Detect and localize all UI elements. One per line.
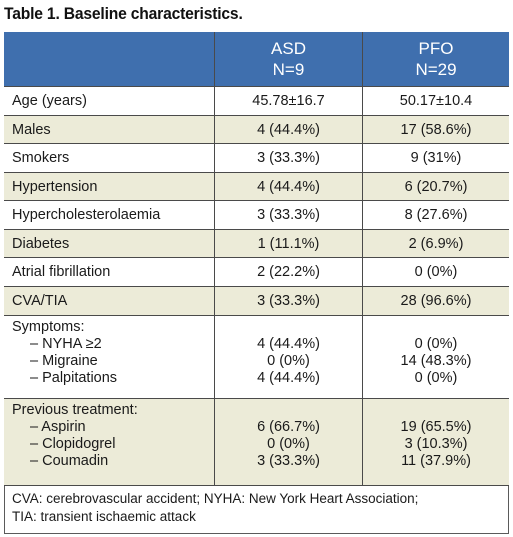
- table-row: Atrial fibrillation 2 (22.2%) 0 (0%): [4, 258, 509, 287]
- table-row: Hypercholesterolaemia 3 (33.3%) 8 (27.6%…: [4, 201, 509, 230]
- asd-value: 3 (33.3%): [214, 287, 362, 315]
- symptoms-asd-values: ​ 4 (44.4%) 0 (0%) 4 (44.4%): [214, 316, 362, 398]
- asd-value: 4 (44.4%): [257, 336, 320, 352]
- asd-value: 3 (33.3%): [257, 453, 320, 469]
- symptoms-row: Symptoms: – NYHA ≥2 – Migraine – Palpita…: [4, 316, 509, 399]
- pfo-value: 14 (48.3%): [400, 353, 472, 369]
- header-pfo: PFO N=29: [362, 32, 509, 86]
- symptoms-pfo-values: ​ 0 (0%) 14 (48.3%) 0 (0%): [362, 316, 509, 398]
- table-header-row: ASD N=9 PFO N=29: [4, 32, 509, 87]
- pfo-value: 8 (27.6%): [362, 201, 509, 229]
- asd-value: 4 (44.4%): [214, 116, 362, 143]
- treatment-labels: Previous treatment: – Aspirin – Clopidog…: [4, 399, 214, 485]
- pfo-value: 9 (31%): [362, 144, 509, 172]
- row-label: Smokers: [12, 150, 70, 166]
- symptoms-labels: Symptoms: – NYHA ≥2 – Migraine – Palpita…: [4, 316, 214, 398]
- asd-value: 2 (22.2%): [214, 258, 362, 286]
- pfo-value: 0 (0%): [414, 336, 458, 352]
- treatment-label: – Aspirin: [30, 419, 86, 435]
- row-label: Age (years): [12, 93, 87, 109]
- treatment-heading: Previous treatment:: [12, 402, 138, 418]
- pfo-value: 11 (37.9%): [401, 453, 471, 469]
- symptom-label: – NYHA ≥2: [30, 336, 102, 352]
- pfo-value: 17 (58.6%): [362, 116, 509, 143]
- treatment-row: Previous treatment: – Aspirin – Clopidog…: [4, 399, 509, 486]
- footnote-line: CVA: cerebrovascular accident; NYHA: New…: [12, 491, 419, 506]
- asd-value: 3 (33.3%): [214, 201, 362, 229]
- pfo-value: 3 (10.3%): [404, 436, 468, 452]
- footnote-line: TIA: transient ischaemic attack: [12, 509, 196, 524]
- row-label: Hypercholesterolaemia: [12, 207, 161, 223]
- asd-value: 4 (44.4%): [214, 173, 362, 200]
- asd-value: 4 (44.4%): [257, 370, 320, 386]
- table-row: Smokers 3 (33.3%) 9 (31%): [4, 144, 509, 173]
- table-footnote: CVA: cerebrovascular accident; NYHA: New…: [4, 486, 509, 534]
- pfo-value: 19 (65.5%): [400, 419, 472, 435]
- pfo-value: 28 (96.6%): [362, 287, 509, 315]
- header-asd-n: N=9: [272, 60, 305, 79]
- row-label: Males: [12, 121, 51, 138]
- row-label: Diabetes: [12, 235, 70, 252]
- header-asd: ASD N=9: [214, 32, 362, 86]
- table-row: CVA/TIA 3 (33.3%) 28 (96.6%): [4, 287, 509, 316]
- asd-value: 6 (66.7%): [257, 419, 320, 435]
- row-label: Atrial fibrillation: [12, 264, 111, 280]
- header-pfo-name: PFO: [418, 39, 454, 58]
- table-row: Diabetes 1 (11.1%) 2 (6.9%): [4, 230, 509, 258]
- treatment-label: – Clopidogrel: [30, 436, 116, 452]
- treatment-label: – Coumadin: [30, 453, 109, 469]
- symptom-label: – Migraine: [30, 353, 98, 369]
- table-caption: Table 1. Baseline characteristics.: [4, 4, 243, 23]
- asd-value: 1 (11.1%): [214, 230, 362, 257]
- asd-value: 45.78±16.7: [214, 87, 362, 115]
- pfo-value: 2 (6.9%): [362, 230, 509, 257]
- asd-value: 3 (33.3%): [214, 144, 362, 172]
- table-row: Age (years) 45.78±16.7 50.17±10.4: [4, 87, 509, 116]
- header-asd-name: ASD: [271, 39, 306, 58]
- pfo-value: 0 (0%): [362, 258, 509, 286]
- pfo-value: 50.17±10.4: [362, 87, 509, 115]
- asd-value: 0 (0%): [267, 353, 310, 369]
- header-pfo-n: N=29: [415, 60, 457, 79]
- header-empty-cell: [4, 32, 214, 86]
- table-row: Hypertension 4 (44.4%) 6 (20.7%): [4, 173, 509, 201]
- asd-value: 0 (0%): [267, 436, 310, 452]
- row-label: CVA/TIA: [12, 293, 68, 309]
- pfo-value: 6 (20.7%): [362, 173, 509, 200]
- table-row: Males 4 (44.4%) 17 (58.6%): [4, 116, 509, 144]
- symptom-label: – Palpitations: [30, 370, 118, 386]
- pfo-value: 0 (0%): [414, 370, 458, 386]
- row-label: Hypertension: [12, 178, 98, 195]
- treatment-asd-values: ​ 6 (66.7%) 0 (0%) 3 (33.3%): [214, 399, 362, 485]
- symptoms-heading: Symptoms:: [12, 319, 85, 335]
- treatment-pfo-values: ​ 19 (65.5%) 3 (10.3%) 11 (37.9%): [362, 399, 509, 485]
